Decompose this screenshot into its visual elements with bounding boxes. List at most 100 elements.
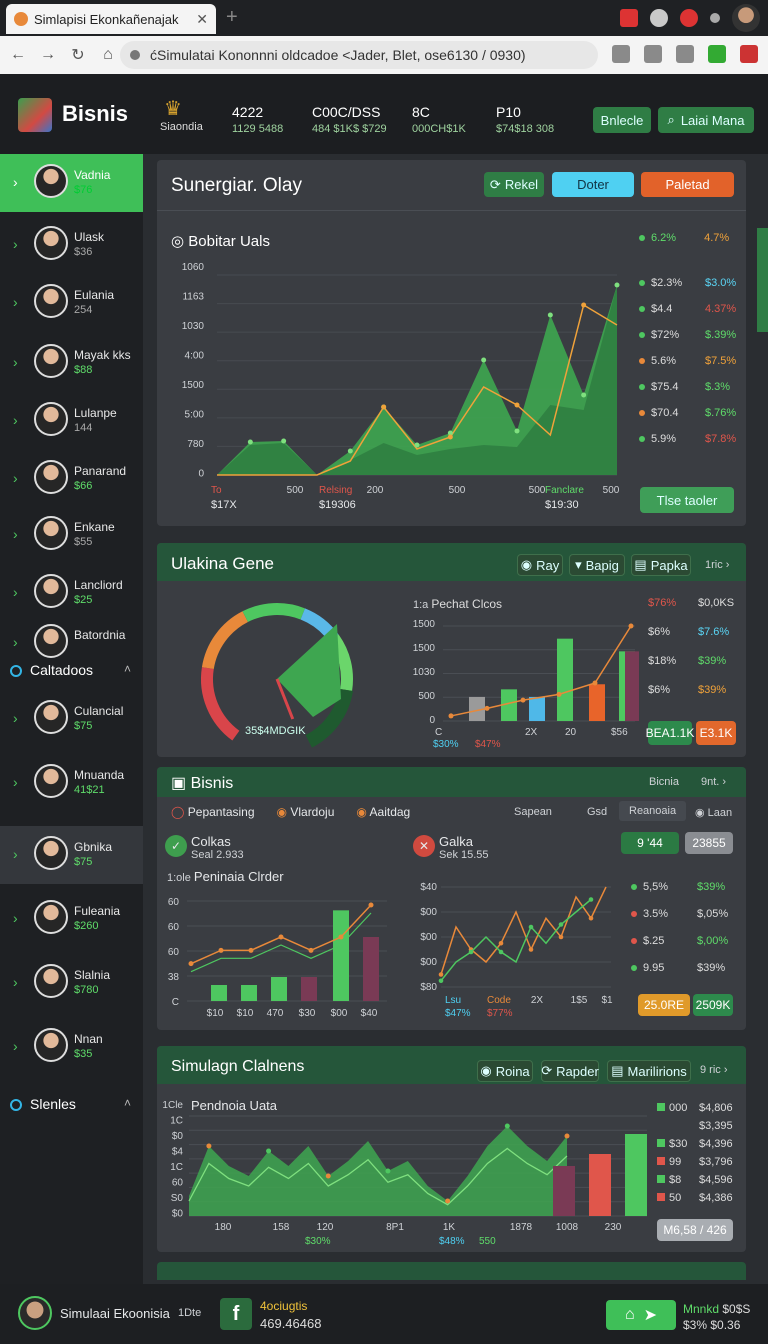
marilirions-button[interactable]: ▤ Marilirions <box>607 1060 691 1082</box>
tab-sapean[interactable]: Sapean <box>514 806 552 818</box>
sidebar-item[interactable]: › Lulanpe 144 <box>0 392 143 450</box>
sidebar-item[interactable]: › Batordnia <box>0 614 143 672</box>
legend-value-b: $0,0KS <box>698 597 735 609</box>
bottom-label: $48% <box>439 1236 465 1247</box>
legend-value: $70.4 <box>639 407 679 419</box>
data-point <box>438 972 444 977</box>
legend-row: 3.5% $,05% <box>631 908 728 920</box>
radio-vlardoju[interactable]: ◉ Vlardoju <box>276 805 335 819</box>
secondary-button[interactable]: ⌕ Laiai Mana <box>658 107 754 133</box>
green-pill[interactable]: BEA1.1K <box>646 721 694 745</box>
sidebar-item[interactable]: › Mnuanda 41$21 <box>0 754 143 812</box>
x-tick-label: 120 <box>317 1222 334 1233</box>
tlse-button[interactable]: Tlse taoler <box>640 487 734 513</box>
forward-icon[interactable]: → <box>40 46 56 63</box>
orange-pill[interactable]: 25.0RE <box>638 994 690 1016</box>
gift-icon[interactable] <box>740 45 758 63</box>
sidebar-item[interactable]: › Culancial $75 <box>0 690 143 748</box>
tab-reanoaia[interactable]: Reanoaia <box>619 801 687 821</box>
close-tab-icon[interactable]: ✕ <box>196 10 208 27</box>
legend-swatch <box>657 1139 665 1147</box>
green-badge[interactable]: 9 '44 <box>621 832 679 854</box>
bottom-label: $30% <box>305 1236 331 1247</box>
legend-value-b: $,05% <box>697 908 729 920</box>
facebook-icon[interactable]: f <box>220 1298 252 1330</box>
green-pill[interactable]: 2509K <box>693 994 733 1016</box>
gray-pill[interactable]: M6,58 / 426 <box>657 1219 733 1241</box>
chart-title: Pendnoia Uata <box>191 1098 278 1113</box>
legend-dot <box>639 436 645 443</box>
orange-pill[interactable]: E3.1K <box>696 721 736 745</box>
rekel-button[interactable]: ⟳ Rekel <box>484 172 544 197</box>
bapig-button[interactable]: ▾ Bapig <box>569 554 625 576</box>
avatar <box>34 574 68 608</box>
bar <box>589 684 605 721</box>
roina-button[interactable]: ◉ Roina <box>477 1060 533 1082</box>
radio-pepantasing[interactable]: ◯ Pepantasing <box>171 805 255 819</box>
section-slenles[interactable]: Slenles ˄ <box>10 1096 131 1112</box>
sidebar-item[interactable]: › Slalnia $780 <box>0 954 143 1012</box>
sidebar-item[interactable]: › Vadnia $76 <box>0 154 143 212</box>
legend-value-b: $4,386 <box>699 1192 733 1204</box>
sidebar-item[interactable]: › Eulania 254 <box>0 274 143 332</box>
section-label: Caltadoos <box>30 662 94 678</box>
home-icon[interactable]: ⌂ <box>103 46 113 63</box>
avatar <box>34 226 68 260</box>
section-caltadoos[interactable]: Caltadoos ˄ <box>10 662 131 678</box>
crown-icon: ♛ <box>164 98 182 120</box>
line-series <box>190 912 372 973</box>
back-icon[interactable]: ← <box>10 46 26 63</box>
share-icon[interactable] <box>676 45 694 63</box>
sidebar-item[interactable]: › Nnan $35 <box>0 1018 143 1076</box>
papka-button[interactable]: ▤ Papka <box>631 554 691 576</box>
right-edge-tab[interactable] <box>757 228 768 332</box>
paletad-button[interactable]: Paletad <box>641 172 734 197</box>
legend-value-a: 9.95 <box>643 962 665 974</box>
primary-button[interactable]: Bnlecle <box>593 107 651 133</box>
chevron-right-icon: › <box>13 470 18 486</box>
legend-value: 3.5% <box>631 908 668 920</box>
sidebar-item[interactable]: › Ulask $36 <box>0 216 143 274</box>
bookmark-icon[interactable] <box>612 45 630 63</box>
tab-gsd[interactable]: Gsd <box>587 806 608 818</box>
gray-badge[interactable]: 23855 <box>685 832 733 854</box>
more-link[interactable]: 9nt. › <box>701 776 727 788</box>
sidebar-item[interactable]: › Fuleania $260 <box>0 890 143 948</box>
footer-avatar[interactable] <box>18 1296 52 1330</box>
x-tick-label: C <box>435 727 442 738</box>
chevron-down-icon[interactable] <box>710 13 720 23</box>
extension-icon[interactable] <box>620 9 638 27</box>
legend-dot <box>631 911 637 918</box>
profile-avatar[interactable] <box>732 4 760 32</box>
url-field[interactable]: ćSimulatai Kononnni oldcadoe <Jader, Ble… <box>120 41 598 69</box>
leaf-icon[interactable] <box>708 45 726 63</box>
help-icon[interactable] <box>650 9 668 27</box>
new-tab-icon[interactable]: + <box>226 6 238 28</box>
sidebar-item[interactable]: › Gbnika $75 <box>0 826 143 884</box>
rapder-button[interactable]: ⟳ Rapder <box>541 1060 599 1082</box>
data-point <box>206 1143 212 1149</box>
more-link[interactable]: 1ric › <box>705 559 730 571</box>
radio-group: ◯ Pepantasing ◉ Vlardoju ◉ Aaitdag <box>171 805 410 819</box>
reload-icon[interactable]: ↻ <box>71 47 85 64</box>
radio-aaitdag[interactable]: ◉ Aaitdag <box>356 805 411 819</box>
doter-button[interactable]: Doter <box>552 172 634 197</box>
browser-tab[interactable]: Simlapisi Ekonkañenajak ✕ <box>6 4 216 34</box>
sidebar-item[interactable]: › Mayak kks $88 <box>0 334 143 392</box>
home2-icon[interactable] <box>644 45 662 63</box>
x-tick-label: 1$5 <box>571 995 588 1006</box>
sidebar-item[interactable]: › Enkane $55 <box>0 506 143 564</box>
ray-button[interactable]: ◉ Ray <box>517 554 563 576</box>
avatar <box>34 516 68 550</box>
tab-laan[interactable]: ◉ Laan <box>695 807 733 819</box>
notification-icon[interactable] <box>680 9 698 27</box>
url-text: ćSimulatai Kononnni oldcadoe <Jader, Ble… <box>150 47 526 63</box>
bar-chart: 1500 1500 1030 500 0C 2X 20 $56 $30% $47% <box>413 619 639 750</box>
footer-mid-title: 4ociugtis <box>260 1299 308 1313</box>
legend-value-b: $4,806 <box>699 1102 733 1114</box>
footer-action-button[interactable]: ⌂ ➤ <box>606 1300 676 1330</box>
y-tick-label: 1500 <box>413 619 436 630</box>
sidebar-item[interactable]: › Panarand $66 <box>0 450 143 508</box>
sidebar-item[interactable]: › Lancliord $25 <box>0 564 143 622</box>
more-link[interactable]: 9 ric › <box>700 1064 728 1076</box>
